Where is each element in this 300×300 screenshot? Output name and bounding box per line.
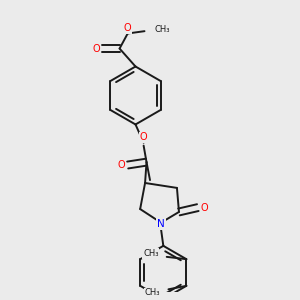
Text: O: O bbox=[140, 133, 147, 142]
Text: CH₃: CH₃ bbox=[143, 249, 159, 258]
Text: O: O bbox=[93, 44, 100, 54]
Text: O: O bbox=[118, 160, 125, 170]
Text: N: N bbox=[157, 219, 165, 229]
Text: CH₃: CH₃ bbox=[145, 288, 160, 297]
Text: CH₃: CH₃ bbox=[154, 25, 170, 34]
Text: O: O bbox=[200, 202, 208, 213]
Text: O: O bbox=[124, 23, 131, 33]
